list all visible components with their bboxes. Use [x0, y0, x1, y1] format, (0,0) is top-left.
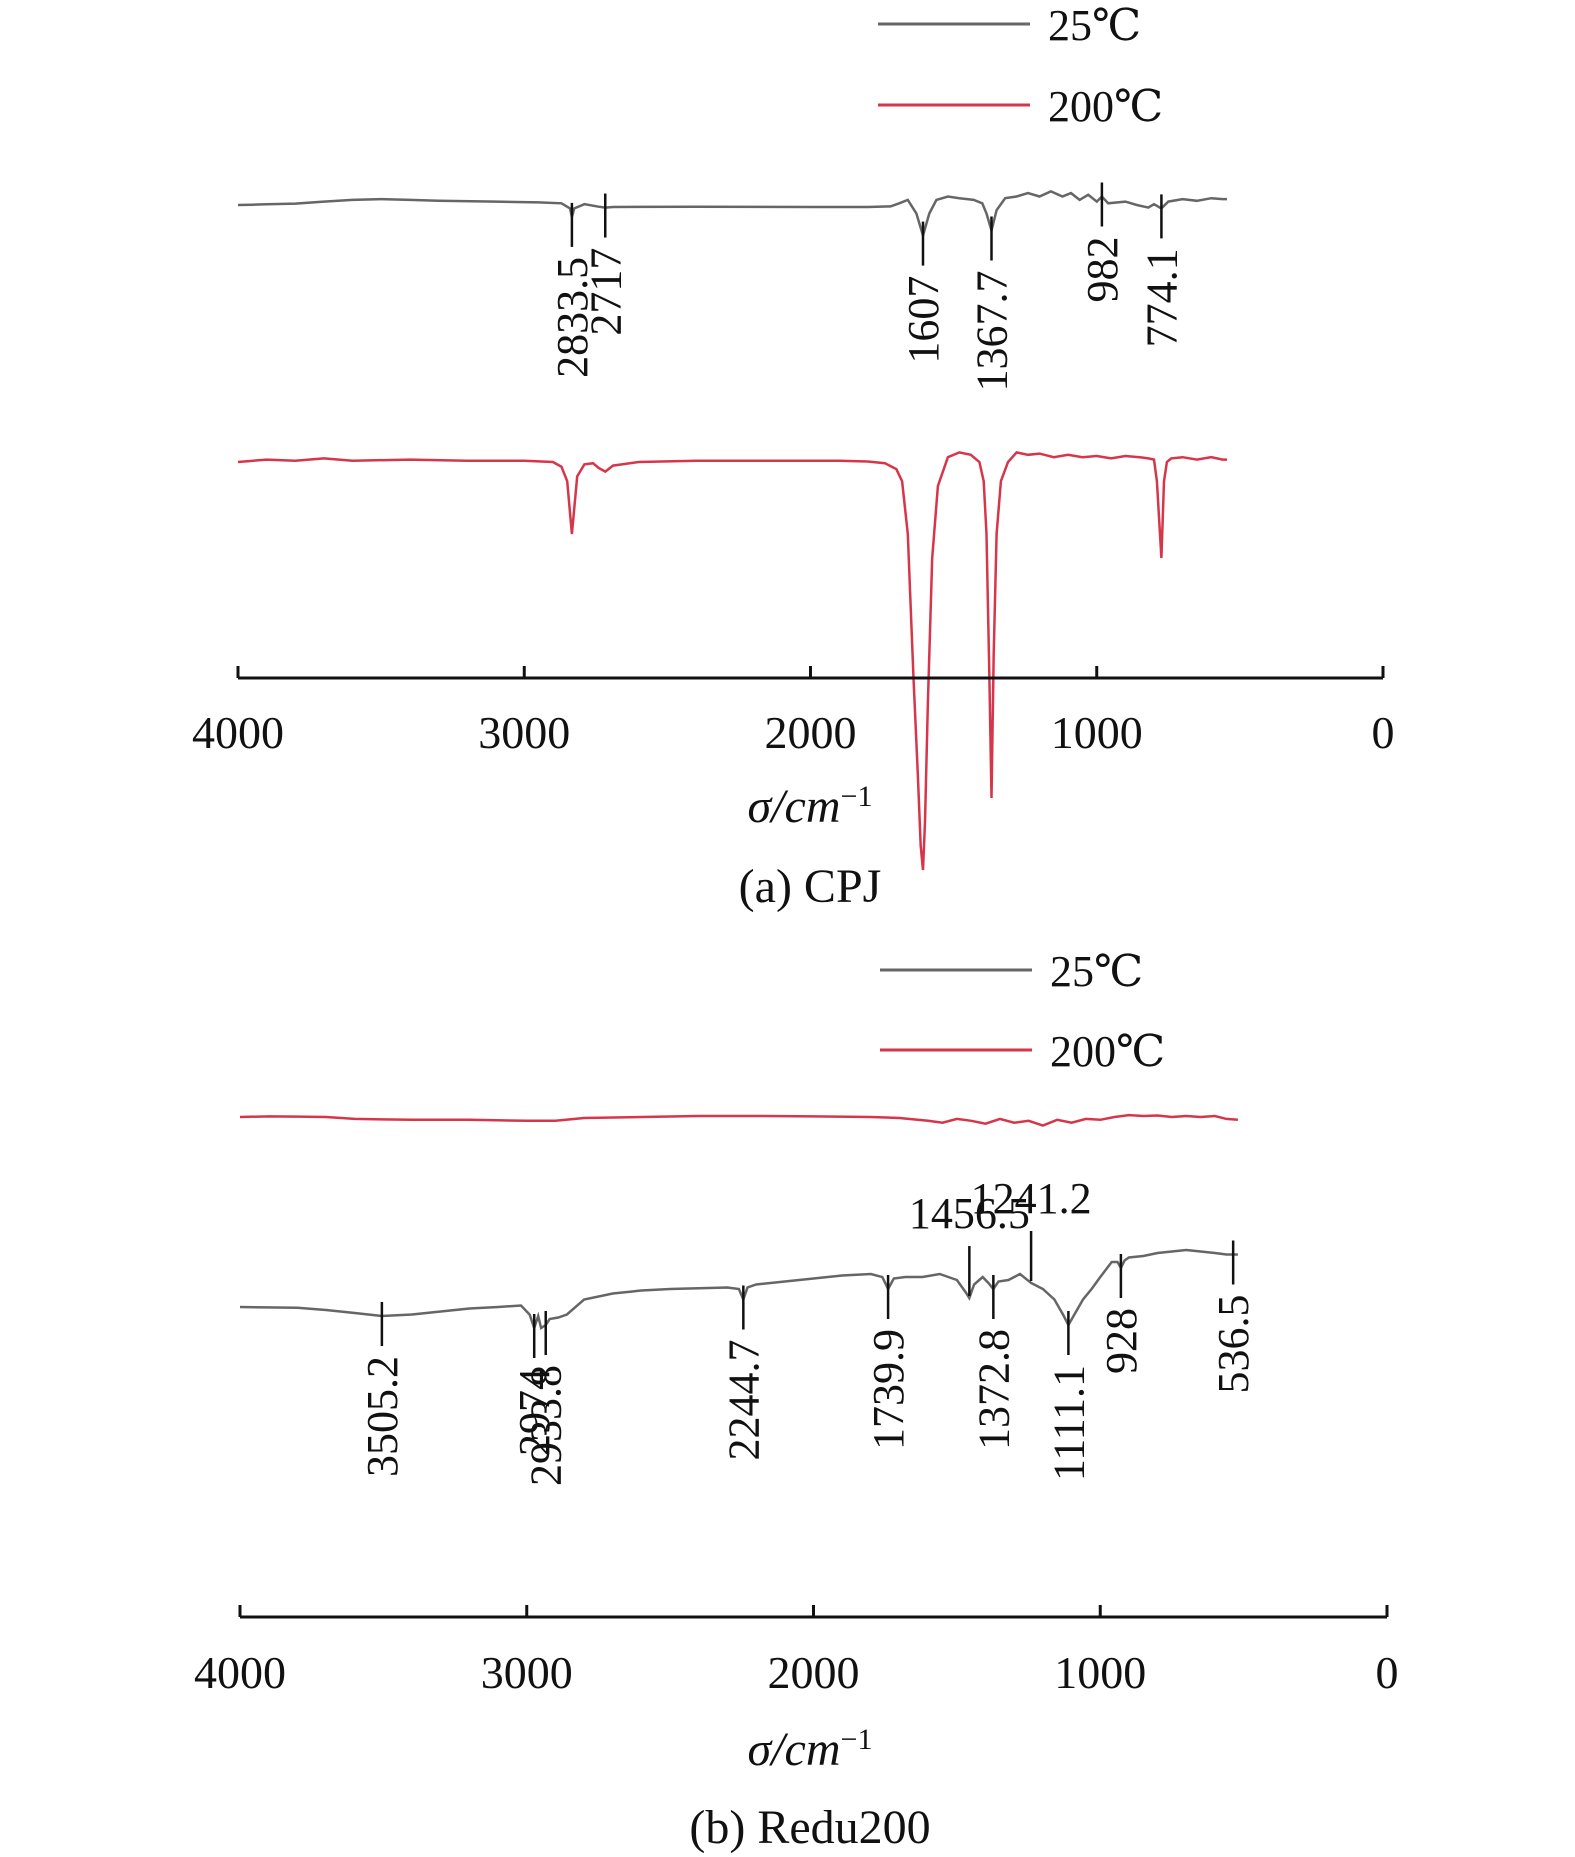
- caption-b: (b) Redu200: [689, 1801, 930, 1854]
- x-axis-label-b: σ/cm−1: [748, 1723, 873, 1777]
- peak-label: 982: [1078, 237, 1127, 303]
- legend-b-label-25c: 25℃: [1050, 947, 1143, 996]
- legend-a-label-25c: 25℃: [1048, 1, 1141, 50]
- peak-label: 928: [1097, 1308, 1146, 1374]
- series-line-200c: [237, 451, 1227, 871]
- peak-label: 774.1: [1137, 248, 1186, 347]
- x-tick-label: 3000: [478, 707, 570, 758]
- x-tick-label: 2000: [765, 707, 857, 758]
- legend-a: 25℃ 200℃: [878, 1, 1163, 131]
- x-tick-label: 1000: [1054, 1647, 1146, 1698]
- peak-label: 1111.1: [1044, 1365, 1093, 1481]
- x-tick-label: 1000: [1051, 707, 1143, 758]
- x-tick-label: 2000: [768, 1647, 860, 1698]
- legend-b: 25℃ 200℃: [880, 947, 1165, 1076]
- peak-label: 2244.7: [719, 1340, 768, 1461]
- peak-label: 2833.5: [548, 257, 597, 378]
- peak-label: 1367.7: [968, 271, 1017, 392]
- peak-label: 1241.2: [971, 1174, 1092, 1223]
- x-axis-label-a-text: σ/cm: [748, 780, 841, 833]
- x-tick-label: 0: [1376, 1647, 1399, 1698]
- series-line-200c: [239, 1113, 1238, 1127]
- series-line-25c: [239, 1248, 1238, 1332]
- x-axis-label-a: σ/cm−1: [748, 780, 873, 834]
- peak-label: 1607: [899, 276, 948, 364]
- peak-label: 2933.8: [522, 1365, 571, 1486]
- peak-label: 2974: [510, 1368, 559, 1456]
- peak-label: 2717: [581, 248, 630, 336]
- x-tick-label: 3000: [481, 1647, 573, 1698]
- peak-label: 536.5: [1209, 1295, 1258, 1394]
- x-axis-ticks-a: 4000 3000 2000 1000 0: [192, 666, 1395, 758]
- peak-label: 1739.9: [864, 1329, 913, 1450]
- x-axis-label-a-sup: −1: [841, 780, 873, 813]
- x-axis-ticks-b: 4000 3000 2000 1000 0: [194, 1605, 1399, 1698]
- legend-a-label-200c: 200℃: [1048, 82, 1163, 131]
- x-axis-label-b-text: σ/cm: [748, 1723, 841, 1776]
- x-axis-label-b-sup: −1: [841, 1723, 873, 1756]
- peak-label: 3505.2: [358, 1356, 407, 1477]
- x-tick-label: 4000: [194, 1647, 286, 1698]
- caption-a: (a) CPJ: [739, 860, 882, 913]
- peak-label: 1456.5: [909, 1189, 1030, 1238]
- x-tick-label: 4000: [192, 707, 284, 758]
- x-tick-label: 0: [1372, 707, 1395, 758]
- series-line-25c: [237, 190, 1227, 241]
- peak-label: 1372.8: [969, 1329, 1018, 1450]
- legend-b-label-200c: 200℃: [1050, 1027, 1165, 1076]
